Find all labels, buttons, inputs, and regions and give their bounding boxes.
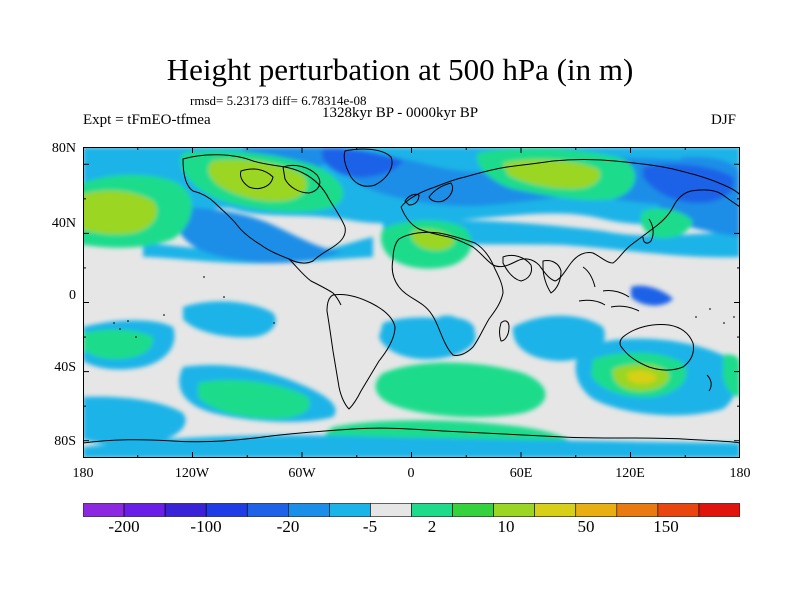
colorbar-label: 10 <box>497 517 515 536</box>
colorbar-label: -200 <box>108 517 140 536</box>
y-label-eq: 0 <box>69 288 76 303</box>
colorbar-swatch <box>616 503 659 517</box>
period-text: 1328kyr BP - 0000kyr BP <box>322 105 479 121</box>
x-label-180e: 180 <box>729 466 751 481</box>
x-label-60e: 60E <box>509 466 533 481</box>
colorbar-swatch <box>288 503 330 517</box>
colorbar-swatch <box>205 503 248 517</box>
season-label: DJF <box>711 112 737 128</box>
colorbar-label: -100 <box>190 517 222 536</box>
colorbar-swatch <box>493 503 535 517</box>
colorbar-swatch <box>411 503 453 517</box>
colorbar-swatch <box>452 503 494 517</box>
colorbar-swatch <box>329 503 371 517</box>
colorbar-swatch <box>164 503 207 517</box>
colorbar-swatch <box>698 503 740 517</box>
colorbar-swatch <box>575 503 618 517</box>
colorbar-label: 2 <box>427 517 437 536</box>
y-label-40n: 40N <box>51 216 76 231</box>
colorbar-swatch <box>246 503 289 517</box>
x-label-120e: 120E <box>615 466 645 481</box>
colorbar-label: -20 <box>276 517 300 536</box>
colorbar-label: -5 <box>362 517 378 536</box>
colorbar-swatch <box>657 503 700 517</box>
experiment-label: Expt = tFmEO-tfmea <box>83 112 211 128</box>
axis-ticks <box>83 147 740 458</box>
height-perturbation-map <box>83 147 740 458</box>
x-label-180w: 180 <box>72 466 94 481</box>
colorbar-label: 50 <box>577 517 595 536</box>
y-label-80n: 80N <box>51 141 76 156</box>
contour-fill-regions <box>83 147 740 458</box>
colorbar-swatch <box>370 503 412 517</box>
y-label-80s: 80S <box>54 434 76 449</box>
colorbar-swatch <box>83 503 125 517</box>
colorbar-label: 150 <box>653 517 679 536</box>
colorbar-swatch <box>123 503 166 517</box>
x-label-120w: 120W <box>174 466 210 481</box>
stats-text: rmsd= 5.23173 diff= 6.78314e-08 <box>190 93 367 108</box>
colorbar-swatch <box>534 503 577 517</box>
x-label-0: 0 <box>407 466 415 481</box>
coastlines <box>83 148 740 444</box>
y-label-40s: 40S <box>54 360 76 375</box>
colorbar <box>83 503 740 517</box>
map-title: Height perturbation at 500 hPa (in m) <box>166 52 634 87</box>
x-label-60w: 60W <box>288 466 316 481</box>
